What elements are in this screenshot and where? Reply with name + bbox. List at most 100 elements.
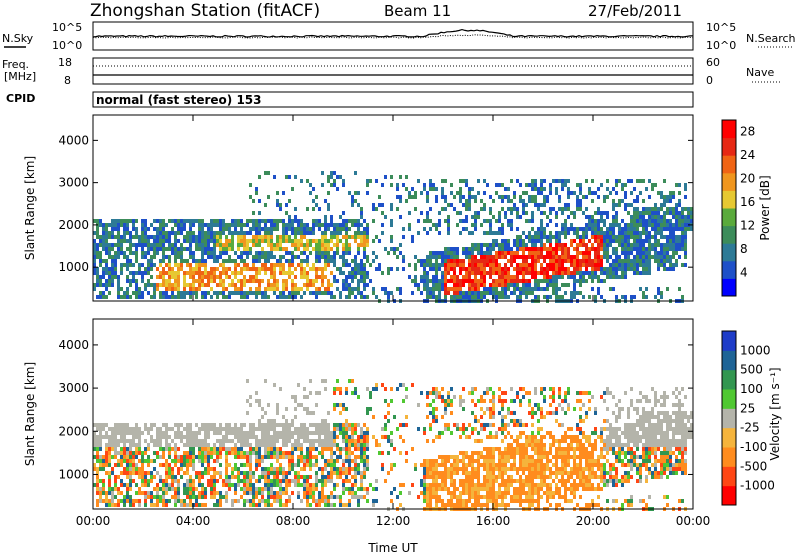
power-cell — [228, 243, 231, 247]
velocity-cell — [324, 503, 327, 507]
power-cell — [639, 239, 642, 243]
power-cell — [468, 247, 471, 251]
velocity-cell — [195, 423, 198, 427]
velocity-cell — [480, 483, 483, 487]
velocity-cell — [105, 451, 108, 455]
power-cell — [342, 235, 345, 239]
velocity-cell — [174, 487, 177, 491]
velocity-cell — [159, 443, 162, 447]
power-cell — [528, 183, 531, 187]
power-cell — [150, 235, 153, 239]
velocity-cell — [138, 435, 141, 439]
power-cell — [636, 251, 639, 255]
velocity-cell — [231, 471, 234, 475]
velocity-cell — [381, 383, 384, 387]
power-cell — [636, 247, 639, 251]
power-cell — [417, 259, 420, 263]
power-cell — [231, 231, 234, 235]
power-cell — [528, 255, 531, 259]
power-cell — [531, 247, 534, 251]
velocity-cell — [213, 427, 216, 431]
power-cell — [126, 239, 129, 243]
velocity-cell — [309, 447, 312, 451]
power-cell — [426, 259, 429, 263]
power-cell — [141, 295, 144, 299]
power-cell — [549, 259, 552, 263]
velocity-cell — [360, 495, 363, 499]
velocity-cell — [186, 459, 189, 463]
velocity-cell — [126, 451, 129, 455]
power-cell — [339, 291, 342, 295]
power-cell — [558, 267, 561, 271]
velocity-cell — [423, 467, 426, 471]
power-cell — [420, 275, 423, 279]
velocity-cell — [261, 459, 264, 463]
power-cell — [363, 283, 366, 287]
velocity-cell — [345, 431, 348, 435]
power-cell — [531, 251, 534, 255]
power-cell — [465, 271, 468, 275]
velocity-cell — [381, 467, 384, 471]
power-cell — [237, 263, 240, 267]
velocity-cell — [462, 427, 465, 431]
power-cell — [477, 247, 480, 251]
power-cell — [171, 251, 174, 255]
power-cell — [684, 187, 687, 191]
cpid-strip: CPID normal (fast stereo) 153 — [6, 91, 694, 108]
power-cell — [258, 291, 261, 295]
power-cell — [333, 223, 336, 227]
power-cell — [114, 223, 117, 227]
power-cell — [564, 271, 567, 275]
power-cell — [501, 251, 504, 255]
velocity-cell — [114, 455, 117, 459]
power-cell — [315, 255, 318, 259]
power-cell — [285, 279, 288, 283]
power-cell — [495, 239, 498, 243]
velocity-cell — [150, 439, 153, 443]
velocity-cell — [249, 423, 252, 427]
power-cell — [177, 271, 180, 275]
power-cell — [342, 183, 345, 187]
power-cell — [213, 223, 216, 227]
power-cell — [576, 279, 579, 283]
velocity-cell — [267, 423, 270, 427]
power-cell — [243, 275, 246, 279]
power-cell — [210, 271, 213, 275]
power-cell — [594, 219, 597, 223]
power-cell — [666, 235, 669, 239]
nave-tick-bottom: 0 — [706, 74, 713, 87]
power-cell — [456, 191, 459, 195]
power-cell — [300, 243, 303, 247]
velocity-cell — [258, 399, 261, 403]
velocity-cell — [423, 487, 426, 491]
power-cell — [483, 263, 486, 267]
velocity-cell — [489, 415, 492, 419]
power-cell — [504, 247, 507, 251]
power-cell — [516, 247, 519, 251]
power-cell — [306, 223, 309, 227]
power-cell — [144, 239, 147, 243]
power-cell — [393, 247, 396, 251]
power-cell — [585, 195, 588, 199]
power-cell — [459, 195, 462, 199]
power-cell — [345, 275, 348, 279]
power-cell — [258, 231, 261, 235]
power-cell — [450, 183, 453, 187]
power-cell — [381, 271, 384, 275]
power-cell — [318, 291, 321, 295]
power-cell — [507, 259, 510, 263]
velocity-cell — [426, 503, 429, 507]
power-cell — [267, 259, 270, 263]
velocity-cell — [267, 431, 270, 435]
velocity-cell — [105, 447, 108, 451]
power-cell — [183, 275, 186, 279]
power-cell — [339, 271, 342, 275]
power-cell — [408, 223, 411, 227]
power-cell — [588, 239, 591, 243]
power-cell — [612, 187, 615, 191]
power-cell — [690, 207, 693, 211]
power-cell — [201, 295, 204, 299]
power-cell — [189, 235, 192, 239]
power-cell — [600, 247, 603, 251]
